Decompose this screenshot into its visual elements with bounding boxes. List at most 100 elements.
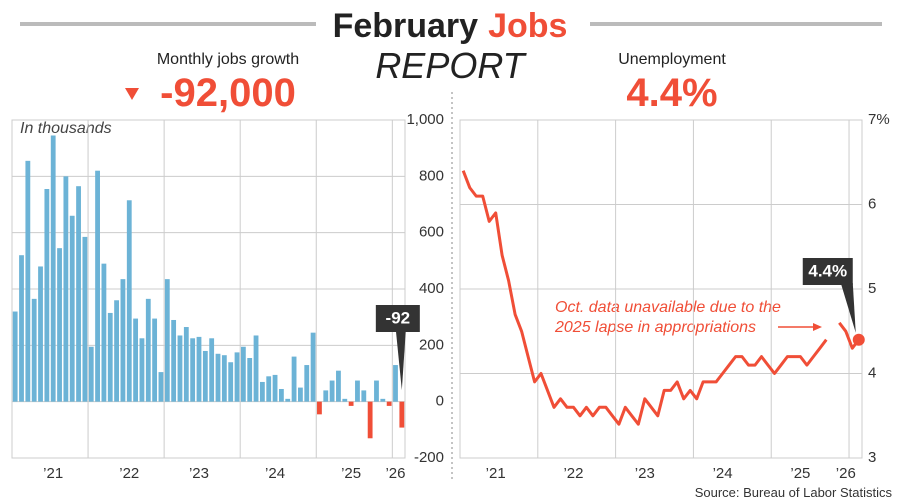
page-title: February Jobs	[333, 7, 568, 45]
bar	[25, 160, 31, 402]
stat-label: Unemployment	[618, 51, 726, 68]
bar	[228, 362, 234, 402]
x-tick-label: ’22	[119, 465, 139, 482]
bar	[272, 374, 278, 402]
bar	[247, 358, 253, 402]
end-point	[852, 333, 865, 346]
bar	[253, 335, 259, 402]
label-pointer	[840, 283, 856, 333]
y-tick-label: 3	[868, 449, 876, 466]
label-box	[802, 258, 853, 285]
annotation: 2025 lapse in appropriations	[554, 319, 756, 336]
bar	[336, 370, 341, 402]
bar	[209, 338, 215, 402]
x-tick-label: ’23	[189, 465, 209, 482]
title-text: February	[333, 7, 479, 45]
bar	[107, 312, 113, 402]
bar	[393, 365, 398, 402]
bar	[234, 352, 240, 402]
y-tick-label: 600	[419, 224, 444, 241]
bar	[342, 398, 348, 402]
y-tick-label: 800	[419, 167, 444, 184]
y-tick-label: -200	[414, 449, 444, 466]
bar	[310, 332, 316, 402]
annotation-arrowhead	[813, 323, 822, 331]
bar	[145, 298, 151, 402]
bar	[196, 336, 202, 402]
bar	[82, 236, 88, 402]
bar	[76, 186, 81, 402]
bar	[190, 338, 196, 402]
bar	[304, 365, 310, 402]
y-tick-label: 7%	[868, 111, 890, 128]
bar	[95, 170, 100, 402]
bar	[215, 353, 221, 402]
bar	[221, 355, 227, 402]
bar	[329, 380, 335, 402]
x-tick-label: ’25	[790, 465, 810, 482]
page-subtitle: REPORT	[375, 45, 527, 86]
bar	[266, 376, 272, 402]
bar	[133, 318, 139, 402]
x-tick-label: ’26	[385, 465, 405, 482]
bar	[44, 189, 50, 402]
x-tick-label: ’22	[563, 465, 583, 482]
y-tick-label: 0	[436, 393, 444, 410]
bar	[31, 298, 37, 402]
y-tick-label: 6	[868, 195, 876, 212]
bar	[101, 263, 107, 402]
bar	[88, 346, 94, 402]
bar	[386, 401, 392, 406]
x-tick-label: ’26	[836, 465, 856, 482]
bar	[158, 372, 164, 402]
bar	[183, 327, 189, 402]
stat-label: Monthly jobs growth	[157, 51, 299, 68]
y-tick-label: 200	[419, 336, 444, 353]
bar	[374, 380, 379, 402]
unit-note: In thousands	[20, 120, 112, 137]
bar	[399, 401, 405, 428]
bar	[367, 401, 373, 439]
bar	[348, 401, 354, 406]
bar	[57, 248, 62, 402]
value-label: 4.4%	[808, 261, 847, 280]
bar	[63, 176, 69, 402]
x-tick-label: ’25	[341, 465, 361, 482]
bar	[164, 279, 170, 402]
y-tick-label: 4	[868, 364, 876, 381]
bar	[152, 318, 158, 402]
annotation: Oct. data unavailable due to the	[555, 299, 781, 316]
bar	[278, 388, 284, 402]
bar	[38, 266, 43, 402]
stat-value: 4.4%	[626, 71, 717, 115]
y-tick-label: 1,000	[406, 111, 444, 128]
source: Source: Bureau of Labor Statistics	[695, 485, 893, 500]
bar	[259, 381, 265, 402]
x-tick-label: ’23	[635, 465, 655, 482]
bar	[323, 390, 329, 402]
y-tick-label: 400	[419, 280, 444, 297]
bar	[291, 356, 297, 402]
label-pointer	[395, 330, 406, 390]
x-tick-label: ’24	[265, 465, 285, 482]
bar	[298, 387, 303, 402]
value-label: -92	[386, 308, 411, 327]
bar	[355, 380, 360, 402]
bar	[12, 311, 18, 402]
bar	[240, 346, 246, 402]
bar	[50, 135, 56, 402]
bar	[120, 279, 126, 402]
x-tick-label: ’24	[713, 465, 733, 482]
y-tick-label: 5	[868, 280, 876, 297]
bar	[177, 335, 183, 402]
x-tick-label: ’21	[43, 465, 63, 482]
bar	[380, 398, 386, 402]
bar	[69, 215, 75, 402]
label-box	[375, 305, 420, 332]
bar	[361, 390, 367, 402]
bar	[126, 200, 132, 402]
down-arrow	[125, 88, 139, 100]
stat-value: -92,000	[160, 71, 296, 115]
x-tick-label: ’21	[486, 465, 506, 482]
